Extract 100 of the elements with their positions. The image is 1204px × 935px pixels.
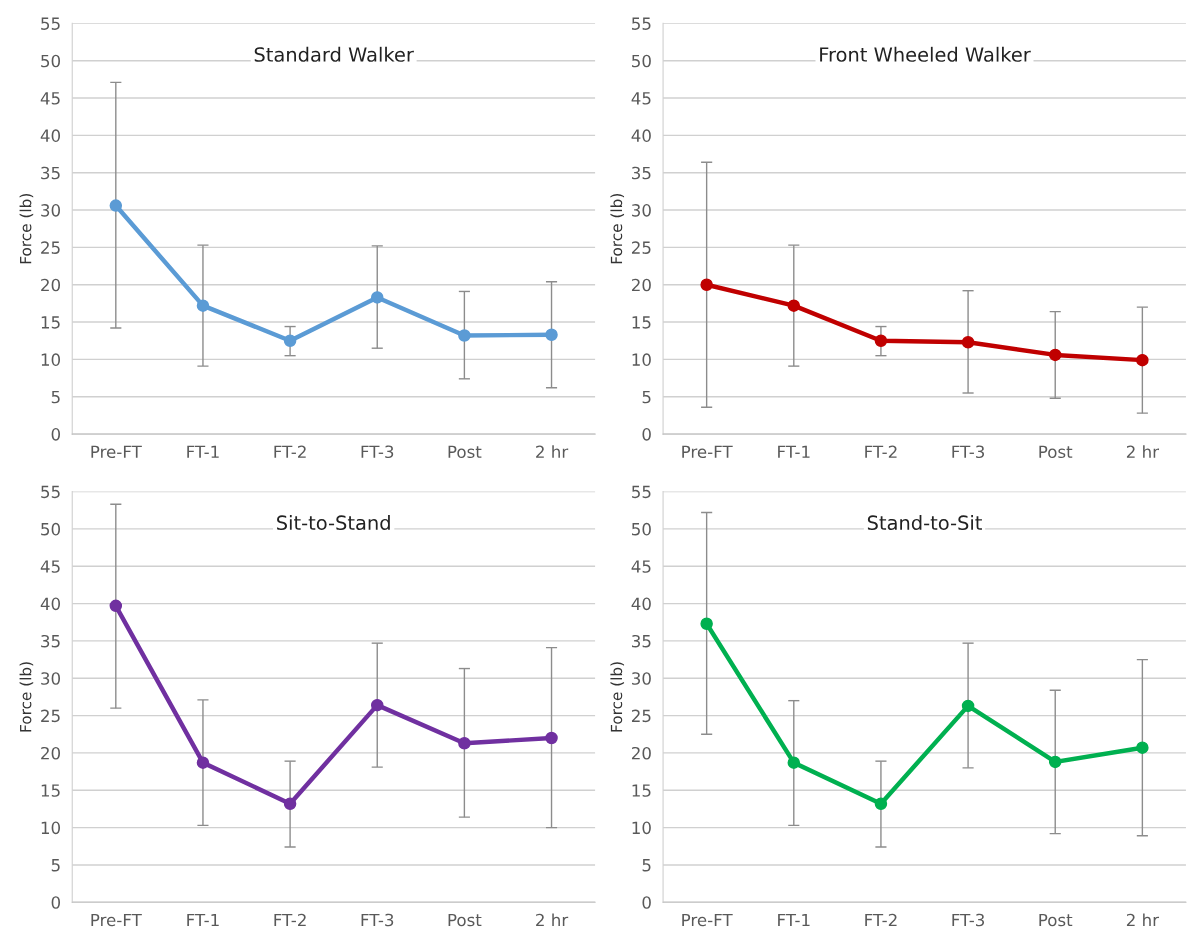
y-tick-label: 25 xyxy=(41,241,60,254)
x-tick-label: 2 hr xyxy=(1126,445,1160,458)
point xyxy=(700,278,713,291)
y-tick-label: 50 xyxy=(41,54,61,68)
x-tick-label: Pre-FT xyxy=(682,913,733,927)
point xyxy=(109,199,123,212)
point xyxy=(283,797,297,810)
y-axis-title: Force (lb) xyxy=(610,194,625,264)
y-tick-label: 50 xyxy=(41,522,61,536)
point xyxy=(961,335,975,349)
y-tick-label: 10 xyxy=(632,353,651,366)
y-tick-label: 20 xyxy=(631,746,651,760)
text: Sit-to-Stand xyxy=(277,515,390,531)
y-tick-label: 15 xyxy=(632,316,651,329)
y-tick-label: 40 xyxy=(40,129,61,142)
x-tick-label: Pre-FT xyxy=(91,913,142,927)
y-tick-label: 0 xyxy=(51,896,61,909)
y-tick-label: 15 xyxy=(41,316,60,329)
y-tick-label: 55 xyxy=(632,17,651,30)
y-tick-label: 40 xyxy=(631,129,651,142)
x-tick-label: 2 hr xyxy=(536,445,569,458)
y-tick-label: 55 xyxy=(41,485,60,499)
x-tick-label: FT-2 xyxy=(274,913,306,927)
x-tick-label: FT-2 xyxy=(865,445,897,458)
point xyxy=(196,756,210,769)
y-tick-label: 40 xyxy=(40,597,61,611)
x-tick-label: Post xyxy=(1039,913,1073,927)
y-tick-label: 5 xyxy=(51,390,60,404)
x-tick-label: FT-1 xyxy=(778,913,810,927)
x-tick-label: FT-1 xyxy=(187,913,219,927)
x-tick-label: FT-1 xyxy=(778,445,810,458)
y-tick-label: 10 xyxy=(632,821,651,835)
y-tick-label: 45 xyxy=(631,560,651,573)
y-tick-label: 35 xyxy=(41,166,60,180)
y-tick-label: 10 xyxy=(41,353,61,366)
point xyxy=(370,698,384,712)
y-tick-label: 45 xyxy=(40,560,60,573)
text: Front Wheeled Walker xyxy=(820,46,1031,62)
point xyxy=(109,599,123,613)
x-tick-label: Post xyxy=(448,913,482,927)
point xyxy=(1048,348,1062,362)
text: Stand-to-Sit xyxy=(867,515,982,531)
y-tick-label: 5 xyxy=(642,390,651,404)
y-tick-label: 20 xyxy=(41,278,61,292)
x-tick-label: FT-3 xyxy=(361,445,394,459)
x-tick-label: FT-2 xyxy=(865,913,897,927)
y-tick-label: 30 xyxy=(632,672,651,685)
text: Standard Walker xyxy=(254,46,414,62)
y-axis-title: Force (lb) xyxy=(610,662,625,732)
point xyxy=(961,699,975,713)
y-tick-label: 30 xyxy=(632,204,651,217)
point xyxy=(1048,755,1062,769)
x-tick-label: Post xyxy=(1039,445,1073,459)
x-tick-label: Pre-FT xyxy=(91,445,142,459)
y-tick-label: 0 xyxy=(642,896,651,909)
y-tick-label: 35 xyxy=(632,634,651,648)
x-tick-label: 2 hr xyxy=(536,913,569,927)
point xyxy=(874,797,888,810)
y-tick-label: 45 xyxy=(40,92,60,105)
y-axis-title: Force (lb) xyxy=(19,662,34,732)
point xyxy=(787,299,801,312)
x-tick-label: Pre-FT xyxy=(682,445,733,459)
x-tick-label: FT-3 xyxy=(952,913,985,927)
y-tick-label: 45 xyxy=(631,92,651,105)
point xyxy=(1136,353,1149,367)
y-tick-label: 20 xyxy=(631,278,651,292)
x-tick-label: Post xyxy=(448,445,482,459)
x-tick-label: FT-1 xyxy=(187,445,219,458)
point xyxy=(370,291,384,304)
y-tick-label: 5 xyxy=(51,859,60,872)
y-tick-label: 35 xyxy=(632,166,651,180)
y-tick-label: 5 xyxy=(642,859,651,872)
y-tick-label: 25 xyxy=(41,709,60,723)
y-tick-label: 15 xyxy=(632,784,651,797)
point xyxy=(1136,741,1149,754)
x-tick-label: 2 hr xyxy=(1126,913,1160,927)
point xyxy=(545,328,558,342)
y-tick-label: 55 xyxy=(632,485,651,499)
point xyxy=(458,329,471,342)
point xyxy=(874,334,888,347)
y-tick-label: 0 xyxy=(642,428,651,441)
point xyxy=(700,617,713,630)
y-tick-label: 15 xyxy=(41,784,60,797)
y-tick-label: 10 xyxy=(41,821,61,835)
y-tick-label: 40 xyxy=(631,597,651,611)
y-tick-label: 50 xyxy=(632,54,651,68)
x-tick-label: FT-2 xyxy=(274,445,306,458)
y-tick-label: 55 xyxy=(41,17,60,30)
point xyxy=(283,334,297,347)
x-tick-label: FT-3 xyxy=(952,445,985,459)
x-tick-label: FT-3 xyxy=(361,913,394,927)
y-tick-label: 50 xyxy=(632,522,651,536)
y-tick-label: 25 xyxy=(631,241,651,254)
y-tick-label: 35 xyxy=(41,634,60,648)
y-tick-label: 30 xyxy=(41,672,61,685)
y-tick-label: 20 xyxy=(41,746,61,760)
y-axis-title: Force (lb) xyxy=(19,194,34,264)
y-tick-label: 25 xyxy=(631,709,651,723)
point xyxy=(458,736,471,750)
point xyxy=(545,731,558,745)
